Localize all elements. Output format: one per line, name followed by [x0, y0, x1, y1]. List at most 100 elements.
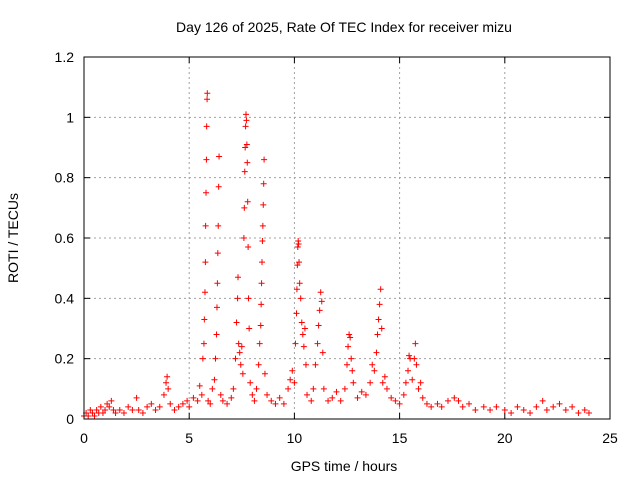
- x-axis-label: GPS time / hours: [291, 458, 398, 474]
- data-point: [514, 403, 521, 410]
- data-point: [406, 352, 413, 359]
- data-point: [400, 391, 407, 398]
- data-point: [349, 367, 356, 374]
- data-point: [539, 397, 546, 404]
- data-point: [104, 400, 111, 407]
- data-point: [527, 409, 534, 416]
- data-point: [91, 412, 98, 419]
- data-point: [347, 334, 354, 341]
- data-point: [125, 403, 132, 410]
- x-tick-label: 10: [287, 430, 303, 446]
- data-point: [129, 406, 136, 413]
- data-point: [301, 325, 308, 332]
- x-tick-label: 5: [185, 430, 193, 446]
- data-point: [556, 400, 563, 407]
- data-point: [236, 349, 243, 356]
- data-point: [333, 388, 340, 395]
- data-point: [251, 397, 258, 404]
- data-point: [243, 141, 250, 148]
- data-point: [215, 183, 222, 190]
- data-point: [87, 406, 94, 413]
- data-point: [204, 90, 211, 97]
- data-point: [377, 286, 384, 293]
- data-point: [371, 367, 378, 374]
- data-point: [238, 343, 245, 350]
- data-point: [234, 295, 241, 302]
- data-point: [247, 379, 254, 386]
- data-point: [258, 259, 265, 266]
- data-point: [319, 349, 326, 356]
- data-point: [237, 361, 244, 368]
- data-point: [296, 280, 303, 287]
- x-tick-label: 0: [80, 430, 88, 446]
- data-point: [362, 391, 369, 398]
- data-point: [258, 280, 265, 287]
- y-axis-label: ROTI / TECUs: [5, 193, 21, 283]
- data-point: [298, 319, 305, 326]
- data-point: [297, 295, 304, 302]
- data-point: [244, 198, 251, 205]
- data-point: [411, 355, 418, 362]
- data-marks: [81, 90, 592, 419]
- data-point: [388, 394, 395, 401]
- data-point: [299, 331, 306, 338]
- data-point: [120, 409, 127, 416]
- data-point: [383, 385, 390, 392]
- data-point: [341, 385, 348, 392]
- data-point: [392, 397, 399, 404]
- data-point: [200, 340, 207, 347]
- data-point: [230, 385, 237, 392]
- data-point: [314, 340, 321, 347]
- data-point: [376, 301, 383, 308]
- data-point: [581, 406, 588, 413]
- grid-layer: [84, 57, 610, 419]
- data-point: [459, 403, 466, 410]
- data-point: [207, 400, 214, 407]
- data-point: [241, 168, 248, 175]
- data-point: [423, 400, 430, 407]
- data-point: [550, 403, 557, 410]
- data-point: [337, 397, 344, 404]
- data-point: [374, 331, 381, 338]
- data-point: [348, 355, 355, 362]
- data-point: [93, 406, 100, 413]
- data-point: [413, 361, 420, 368]
- data-point: [213, 304, 220, 311]
- data-point: [409, 376, 416, 383]
- data-point: [139, 409, 146, 416]
- data-point: [293, 310, 300, 317]
- data-point: [308, 397, 315, 404]
- data-point: [212, 355, 219, 362]
- data-point: [294, 262, 301, 269]
- data-point: [89, 409, 96, 416]
- data-point: [415, 385, 422, 392]
- data-point: [175, 403, 182, 410]
- data-point: [287, 376, 294, 383]
- data-point: [444, 397, 451, 404]
- data-point: [224, 400, 231, 407]
- data-point: [171, 406, 178, 413]
- x-tick-label: 20: [497, 430, 513, 446]
- data-point: [318, 298, 325, 305]
- data-point: [164, 373, 171, 380]
- data-point: [148, 400, 155, 407]
- data-point: [320, 385, 327, 392]
- data-point: [209, 385, 216, 392]
- data-point: [255, 361, 262, 368]
- data-point: [242, 123, 249, 130]
- data-point: [214, 280, 221, 287]
- axis-ticks: 0 5 10 15 20 25 0 0.2 0.4 0.6 0.8 1 1.2: [55, 49, 618, 446]
- data-point: [211, 376, 218, 383]
- data-point: [562, 406, 569, 413]
- data-point: [215, 222, 222, 229]
- data-point: [455, 397, 462, 404]
- data-point: [203, 123, 210, 130]
- data-point: [533, 403, 540, 410]
- data-point: [235, 340, 242, 347]
- data-point: [272, 400, 279, 407]
- data-point: [235, 274, 242, 281]
- data-point: [249, 391, 256, 398]
- data-point: [106, 403, 113, 410]
- data-point: [261, 156, 268, 163]
